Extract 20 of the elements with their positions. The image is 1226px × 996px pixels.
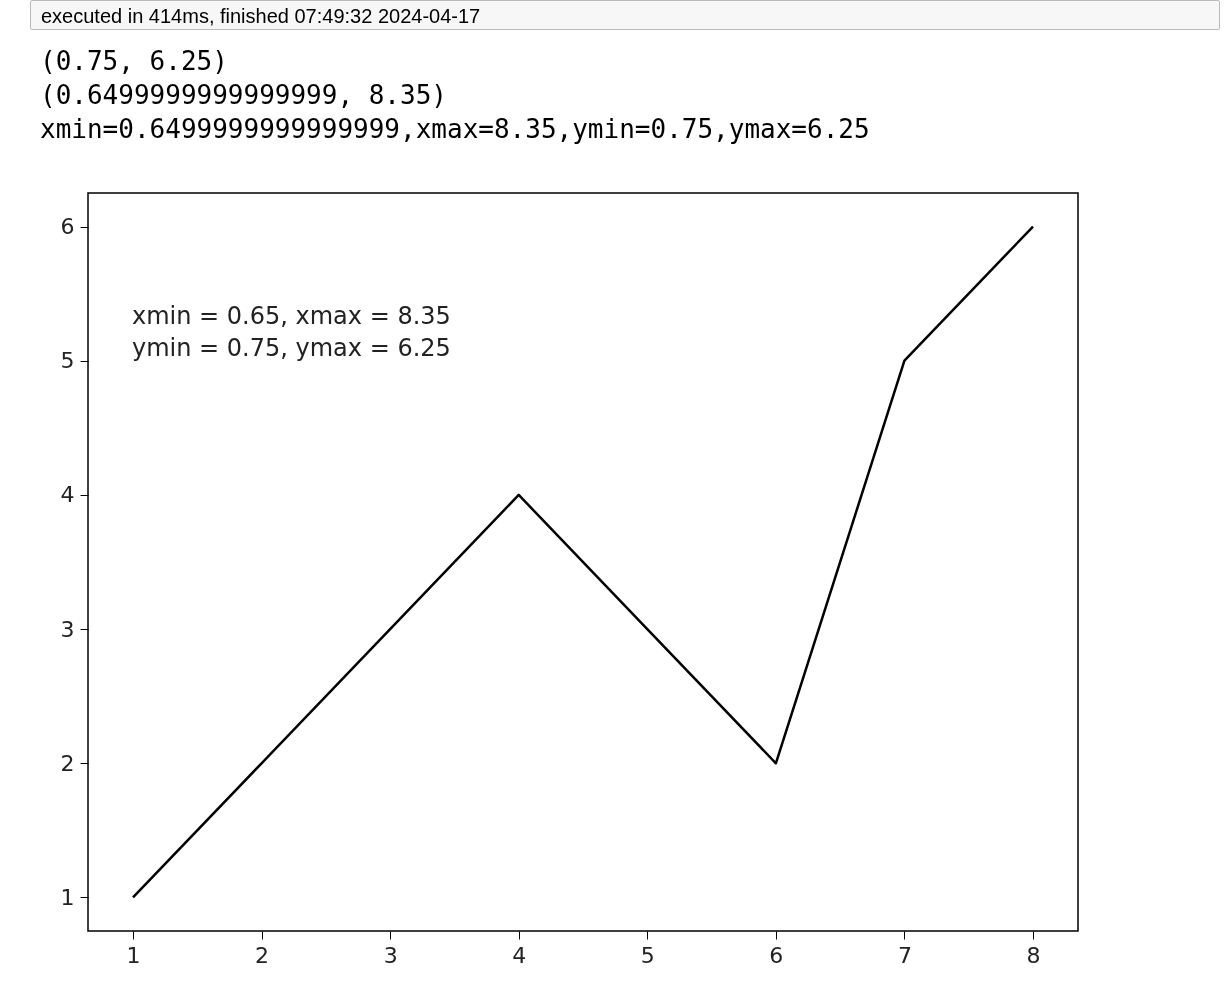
y-tick-label: 1 bbox=[60, 884, 75, 910]
x-tick-label: 8 bbox=[1026, 942, 1041, 968]
y-tick-label: 4 bbox=[60, 482, 75, 508]
x-tick-label: 4 bbox=[512, 942, 527, 968]
x-tick-label: 1 bbox=[126, 942, 141, 968]
annotation: xmin = 0.65, xmax = 8.35 ymin = 0.75, ymax = 6.25 bbox=[132, 302, 451, 362]
x-tick-label: 2 bbox=[255, 942, 270, 968]
text: executed in 414ms, finished 07:49:32 2024-04-17 bbox=[30, 0, 1220, 30]
y-tick-label: 6 bbox=[60, 214, 75, 240]
text: xmin=0.6499999999999999,xmax=8.35,ymin=0.75,ymax=6.25 bbox=[40, 113, 871, 146]
x-tick-label: 7 bbox=[897, 942, 912, 968]
x-tick-label: 5 bbox=[640, 942, 655, 968]
y-tick-label: 5 bbox=[60, 348, 75, 374]
y-tick-label: 3 bbox=[60, 616, 75, 642]
text: (0.6499999999999999, 8.35) bbox=[40, 79, 448, 112]
x-tick-label: 6 bbox=[769, 942, 784, 968]
line-series bbox=[131, 225, 1035, 899]
y-tick-label: 2 bbox=[60, 750, 75, 776]
x-tick-label: 3 bbox=[383, 942, 398, 968]
text: (0.75, 6.25) bbox=[40, 45, 229, 78]
